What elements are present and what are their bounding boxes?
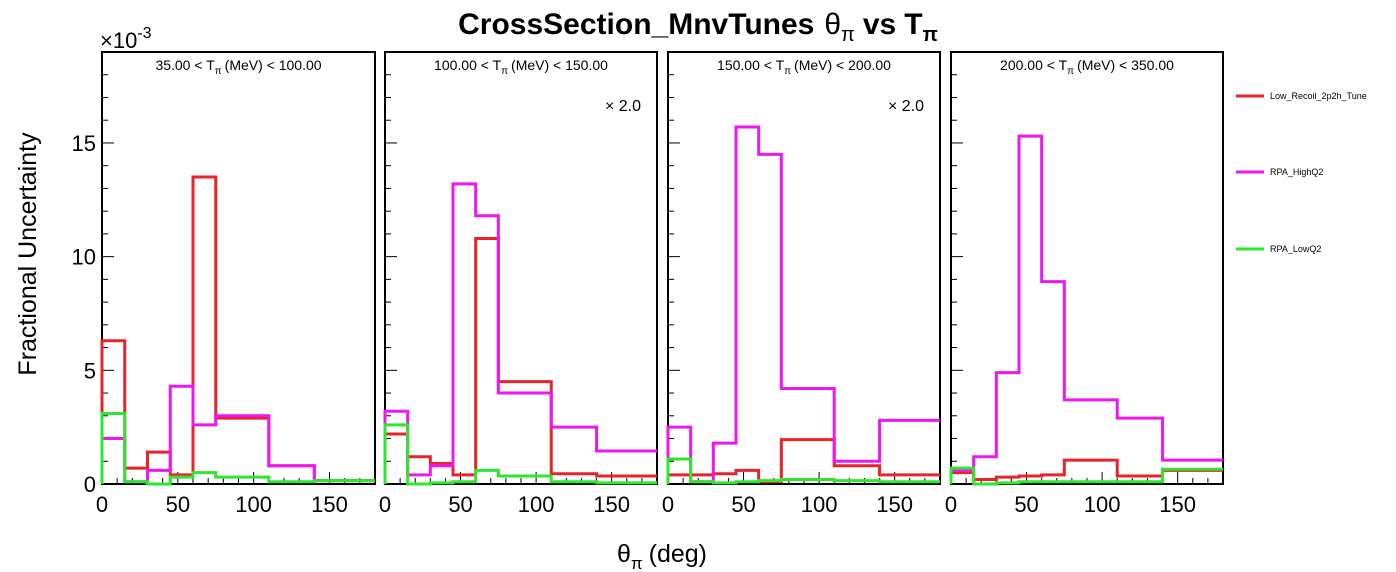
x-tick-label: 50	[731, 492, 755, 517]
panel-frame	[384, 51, 658, 485]
x-tick-label: 50	[448, 492, 472, 517]
y-tick-label: 5	[84, 358, 96, 383]
x-tick-label: 50	[1014, 492, 1038, 517]
panel-4: 0 50 100 150 200.00 < Tπ (MeV) < 350.00	[945, 51, 1224, 517]
series-line-RPA_HighQ2	[949, 134, 1223, 484]
legend: Low_Recoil_2p2h_Tune RPA_HighQ2 RPA_LowQ2	[1236, 91, 1367, 254]
panel-label: 200.00 < Tπ (MeV) < 350.00	[1000, 57, 1174, 77]
panel-frame	[950, 51, 1224, 485]
series-line-RPA_LowQ2	[666, 457, 940, 485]
series-line-RPA_LowQ2	[383, 423, 657, 486]
panel-label: 100.00 < Tπ (MeV) < 150.00	[434, 57, 608, 77]
y-tick-label: 15	[72, 131, 96, 156]
x-tick-label: 150	[1159, 492, 1196, 517]
x-tick-label: 0	[945, 492, 957, 517]
x-tick-label: 100	[1084, 492, 1121, 517]
x-axis-label: θπ (deg)	[617, 540, 707, 572]
x-tick-label: 100	[801, 492, 838, 517]
panel-2: 0 50 100 150 100.00 < Tπ (MeV) < 150.00 × 2.0	[379, 51, 658, 517]
series-line-RPA_LowQ2	[949, 466, 1223, 486]
chart-title-vs: vs	[863, 8, 896, 41]
series-line-RPA_HighQ2	[383, 182, 657, 484]
legend-label: RPA_LowQ2	[1270, 244, 1321, 254]
y-tick-label: 10	[72, 245, 96, 270]
series-line-RPA_HighQ2	[666, 125, 940, 484]
panel-scale-note: × 2.0	[888, 98, 924, 115]
x-tick-label: 0	[662, 492, 674, 517]
panel-scale-note: × 2.0	[605, 98, 641, 115]
x-tick-label: 0	[96, 492, 108, 517]
y-axis-label: Fractional Uncertainty	[14, 132, 42, 376]
x-tick-label: 100	[518, 492, 555, 517]
y-exponent-label: ×10-3	[100, 25, 152, 53]
series-line-Low_Recoil_2p2h_Tune	[666, 438, 940, 484]
x-tick-label: 150	[593, 492, 630, 517]
chart-title-var: θ	[824, 8, 841, 41]
chart-title-text: CrossSection_MnvTunes	[458, 8, 814, 41]
series-line-Low_Recoil_2p2h_Tune	[383, 236, 657, 484]
series-line-RPA_LowQ2	[100, 412, 375, 486]
x-tick-label: 150	[876, 492, 913, 517]
chart-title: CrossSection_MnvTunes θπ vs Tπ	[458, 8, 938, 46]
panel-3: 0 50 100 150 150.00 < Tπ (MeV) < 200.00 × 2.0	[662, 51, 941, 517]
y-tick-label: 0	[84, 472, 96, 497]
chart-title-var2: T	[904, 8, 922, 41]
series-line-Low_Recoil_2p2h_Tune	[100, 175, 375, 484]
x-tick-label: 100	[235, 492, 272, 517]
chart-title-var-sub: π	[841, 24, 855, 46]
chart-title-var2-sub: π	[923, 24, 938, 46]
x-tick-label: 150	[311, 492, 348, 517]
panel-label: 150.00 < Tπ (MeV) < 200.00	[717, 57, 891, 77]
panel-label: 35.00 < Tπ (MeV) < 100.00	[155, 57, 321, 77]
legend-label: Low_Recoil_2p2h_Tune	[1270, 91, 1367, 101]
x-tick-label: 50	[166, 492, 190, 517]
x-tick-label: 0	[379, 492, 391, 517]
legend-label: RPA_HighQ2	[1270, 167, 1323, 177]
